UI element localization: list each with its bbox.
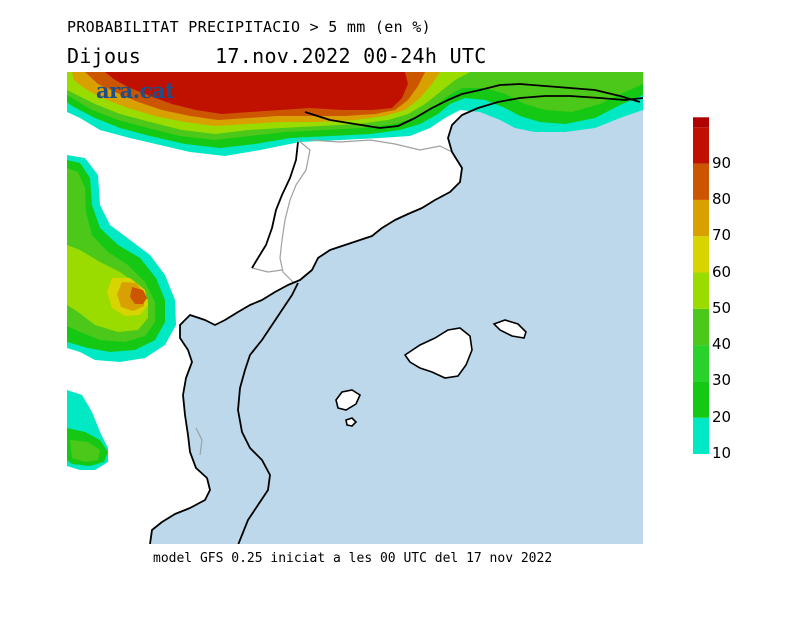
colorbar-label-90: 90 bbox=[712, 153, 732, 172]
map-area bbox=[67, 72, 643, 544]
ara-cat-logo: ara.cat bbox=[96, 78, 175, 103]
colorbar bbox=[693, 117, 709, 454]
colorbar-label-30: 30 bbox=[712, 371, 732, 390]
subtitle-day: Dijous bbox=[67, 44, 142, 68]
precip-west-blob bbox=[67, 155, 176, 362]
colorbar-swatch-10 bbox=[693, 417, 709, 454]
colorbar-label-70: 70 bbox=[712, 226, 732, 245]
balearic-islands bbox=[335, 319, 527, 427]
colorbar-label-80: 80 bbox=[712, 189, 732, 208]
region-borders bbox=[195, 139, 453, 456]
model-footnote: model GFS 0.25 iniciat a les 00 UTC del … bbox=[153, 551, 553, 566]
map-title: PROBABILITAT PRECIPITACIO > 5 mm (en %) bbox=[67, 18, 431, 36]
sea-area bbox=[150, 72, 643, 544]
colorbar-label-40: 40 bbox=[712, 335, 732, 354]
colorbar-swatch-top bbox=[693, 117, 709, 128]
island-menorca bbox=[492, 319, 527, 339]
colorbar-label-20: 20 bbox=[712, 407, 732, 426]
colorbar-swatch-40 bbox=[693, 308, 709, 346]
island-mallorca bbox=[403, 327, 473, 379]
colorbar-swatch-30 bbox=[693, 345, 709, 382]
subtitle-period: 17.nov.2022 00-24h UTC bbox=[215, 44, 487, 68]
precip-north-band bbox=[67, 72, 643, 156]
colorbar-label-10: 10 bbox=[712, 444, 732, 462]
colorbar-label-60: 60 bbox=[712, 262, 732, 281]
colorbar-swatch-60 bbox=[693, 236, 709, 273]
colorbar-swatch-20 bbox=[693, 381, 709, 418]
map-subtitle: Dijous 17.nov.2022 00-24h UTC bbox=[67, 44, 487, 68]
coastlines bbox=[149, 83, 643, 544]
colorbar-label-50: 50 bbox=[712, 298, 732, 317]
colorbar-swatch-70 bbox=[693, 199, 709, 237]
precip-southwest-blob bbox=[67, 390, 108, 470]
colorbar-swatch-50 bbox=[693, 272, 709, 309]
colorbar-swatch-80 bbox=[693, 163, 709, 200]
island-formentera bbox=[345, 417, 358, 427]
island-ibiza bbox=[335, 389, 362, 411]
colorbar-swatch-90 bbox=[693, 127, 709, 164]
